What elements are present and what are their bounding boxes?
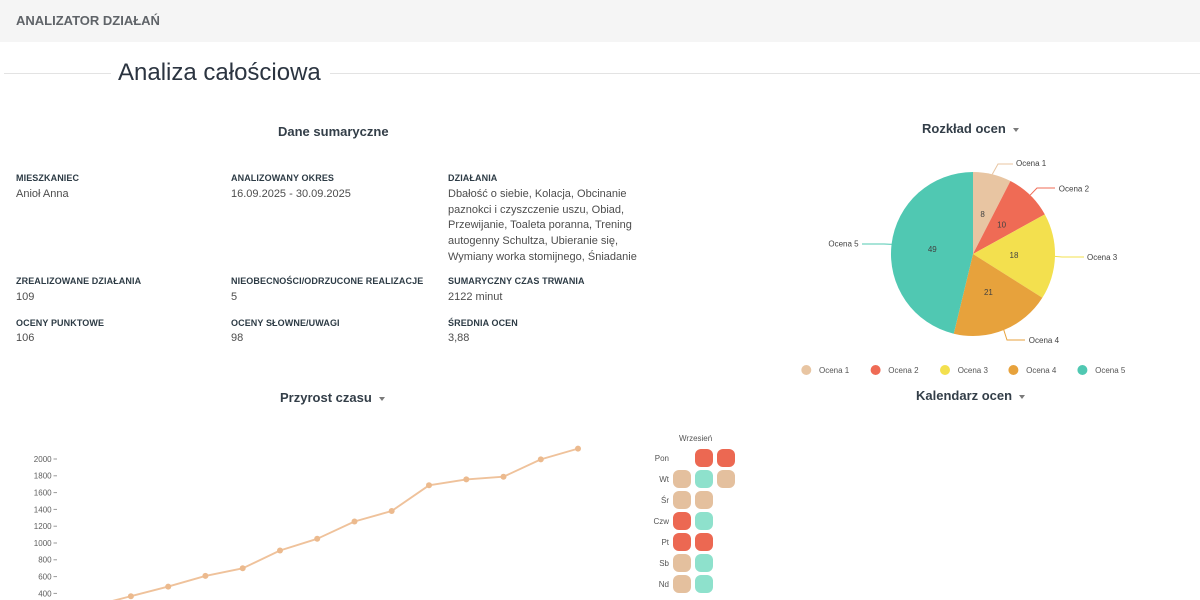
svg-text:Ocena 2: Ocena 2 [888, 366, 919, 375]
svg-text:Ocena 1: Ocena 1 [819, 366, 850, 375]
svg-text:1400: 1400 [34, 505, 52, 514]
svg-text:21: 21 [984, 288, 993, 297]
svg-text:1000: 1000 [34, 539, 52, 548]
svg-text:10: 10 [997, 221, 1006, 230]
svg-text:8: 8 [980, 210, 985, 219]
svg-text:Ocena 1: Ocena 1 [1016, 159, 1047, 168]
svg-text:1200: 1200 [34, 522, 52, 531]
svg-text:Ocena 5: Ocena 5 [828, 240, 859, 249]
svg-text:1800: 1800 [34, 472, 52, 481]
svg-text:2000: 2000 [34, 455, 52, 464]
svg-text:1600: 1600 [34, 489, 52, 498]
svg-text:600: 600 [38, 573, 52, 582]
svg-text:18: 18 [1010, 251, 1019, 260]
svg-text:Ocena 4: Ocena 4 [1026, 366, 1057, 375]
svg-text:Ocena 2: Ocena 2 [1059, 184, 1090, 193]
svg-text:Ocena 3: Ocena 3 [1087, 253, 1118, 262]
svg-text:Ocena 4: Ocena 4 [1029, 336, 1060, 345]
svg-text:800: 800 [38, 556, 52, 565]
svg-text:49: 49 [928, 245, 937, 254]
svg-text:Ocena 3: Ocena 3 [958, 366, 989, 375]
svg-text:Ocena 5: Ocena 5 [1095, 366, 1126, 375]
svg-text:400: 400 [38, 589, 52, 598]
